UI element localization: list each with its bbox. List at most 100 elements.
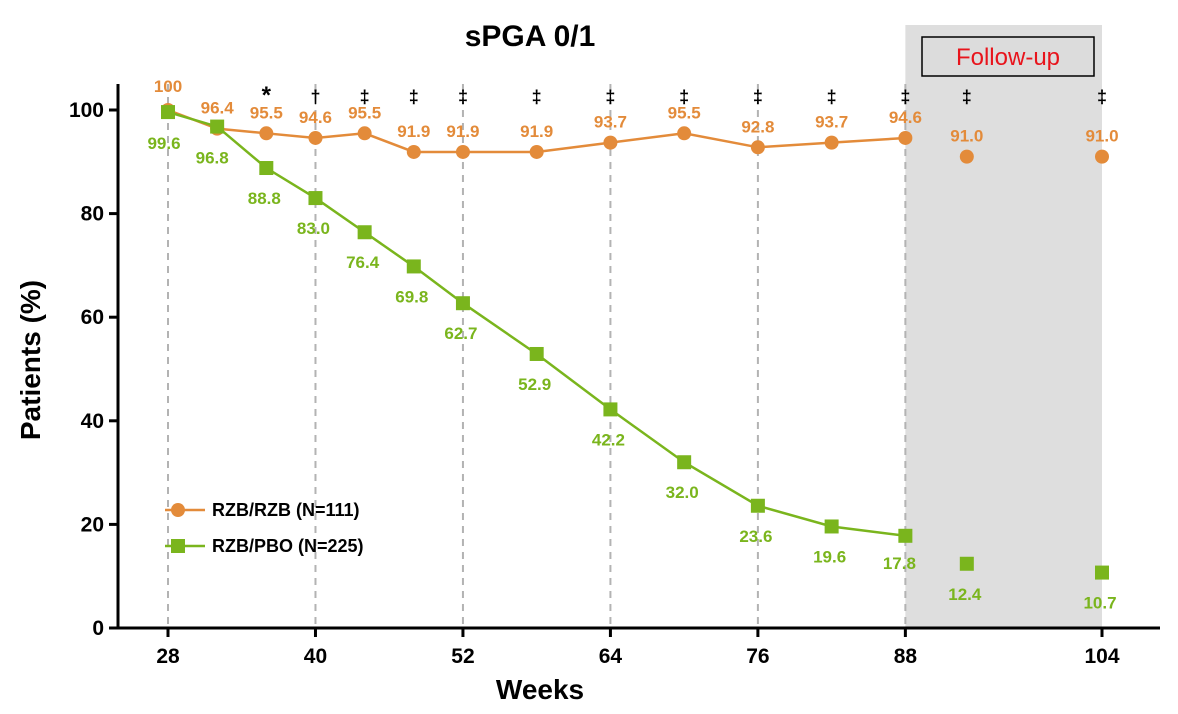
significance-mark-36: * <box>262 82 272 109</box>
rzb-rzb-data-label-64: 93.7 <box>594 113 627 132</box>
rzb-rzb-point-40 <box>308 130 323 145</box>
rzb-pbo-point-36 <box>259 161 274 176</box>
rzb-rzb-data-label-32: 96.4 <box>201 99 235 118</box>
followup-label-box: Follow-up <box>921 36 1095 77</box>
significance-mark-52: ‡ <box>458 87 468 107</box>
y-tick-label-80: 80 <box>81 203 104 226</box>
rzb-rzb-point-76 <box>750 140 765 155</box>
rzb-rzb-point-104 <box>1095 149 1109 164</box>
rzb-rzb-data-label-44: 95.5 <box>348 103 381 122</box>
rzb-pbo-point-48 <box>406 259 421 274</box>
rzb-rzb-point-88 <box>898 130 913 145</box>
followup-shaded-region <box>905 25 1102 628</box>
significance-mark-64: ‡ <box>605 87 615 107</box>
rzb-pbo-point-70 <box>677 455 692 470</box>
rzb-pbo-data-label-32: 96.8 <box>196 149 229 168</box>
rzb-pbo-point-40 <box>308 191 323 206</box>
x-tick-label-76: 76 <box>746 645 769 668</box>
significance-mark-88: ‡ <box>900 87 910 107</box>
data-labels: 100 96.4 95.5 94.6 95.5 91.9 91.9 91.9 93.7 95.5 9… <box>147 77 1118 613</box>
y-tick-label-40: 40 <box>81 410 104 433</box>
rzb-pbo-data-label-76: 23.6 <box>739 527 772 546</box>
rzb-pbo-point-32 <box>210 119 225 134</box>
rzb-pbo-point-82 <box>824 519 839 534</box>
y-tick-label-0: 0 <box>92 617 104 640</box>
x-tick-label-104: 104 <box>1084 645 1119 668</box>
rzb-pbo-line <box>167 110 906 538</box>
x-tick-label-88: 88 <box>894 645 918 668</box>
rzb-rzb-data-label-82: 93.7 <box>815 113 848 132</box>
rzb-rzb-point-64 <box>603 135 618 150</box>
rzb-rzb-point-58 <box>529 144 544 159</box>
legend: RZB/RZB (N=111) RZB/PBO (N=225) <box>165 500 364 556</box>
rzb-pbo-point-44 <box>357 225 372 240</box>
chart-title: sPGA 0/1 <box>465 20 596 53</box>
significance-mark-76: ‡ <box>753 87 763 107</box>
rzb-pbo-point-64 <box>603 402 618 417</box>
rzb-pbo-data-label-64: 42.2 <box>592 430 625 449</box>
rzb-pbo-point-28 <box>161 105 175 120</box>
x-tick-label-28: 28 <box>156 645 180 668</box>
rzb-pbo-data-label-104: 10.7 <box>1083 594 1116 613</box>
rzb-rzb-point-82 <box>824 135 839 150</box>
rzb-rzb-data-label-104: 91.0 <box>1085 127 1118 146</box>
rzb-rzb-point-70 <box>677 126 692 141</box>
legend-rzb-pbo-label: RZB/PBO (N=225) <box>212 536 364 556</box>
rzb-rzb-point-52 <box>455 144 470 159</box>
x-tick-label-40: 40 <box>304 645 327 668</box>
rzb-rzb-point-44 <box>357 126 372 141</box>
rzb-pbo-data-label-36: 88.8 <box>248 189 281 208</box>
rzb-rzb-data-label-76: 92.8 <box>741 117 774 136</box>
rzb-pbo-data-label-40: 83.0 <box>297 219 330 238</box>
significance-mark-58: ‡ <box>532 87 542 107</box>
significance-mark-93: ‡ <box>962 87 972 107</box>
rzb-rzb-data-label-40: 94.6 <box>299 108 332 127</box>
significance-mark-82: ‡ <box>827 87 837 107</box>
legend-rzb-pbo-marker <box>171 539 185 553</box>
rzb-pbo-data-label-93: 12.4 <box>948 585 982 604</box>
y-tick-label-100: 100 <box>69 99 104 122</box>
significance-mark-40: † <box>310 87 320 107</box>
significance-marks: * † ‡ ‡ ‡ ‡ ‡ ‡ ‡ ‡ ‡ ‡ ‡ <box>262 82 1107 109</box>
significance-mark-48: ‡ <box>409 87 419 107</box>
rzb-rzb-data-label-88: 94.6 <box>889 108 922 127</box>
rzb-pbo-data-label-44: 76.4 <box>346 253 380 272</box>
rzb-pbo-data-label-82: 19.6 <box>813 547 846 566</box>
rzb-pbo-data-label-70: 32.0 <box>666 483 699 502</box>
y-tick-label-60: 60 <box>81 306 104 329</box>
followup-label: Follow-up <box>956 44 1060 71</box>
x-axis-title: Weeks <box>496 674 584 705</box>
rzb-rzb-data-label-48: 91.9 <box>397 122 430 141</box>
rzb-pbo-data-label-28: 99.6 <box>147 134 180 153</box>
rzb-pbo-point-104 <box>1095 565 1109 580</box>
rzb-pbo-data-label-48: 69.8 <box>395 287 428 306</box>
x-tick-label-52: 52 <box>451 645 474 668</box>
legend-rzb-rzb-label: RZB/RZB (N=111) <box>212 500 360 520</box>
rzb-rzb-data-label-93: 91.0 <box>950 127 983 146</box>
legend-rzb-rzb-marker <box>171 503 185 517</box>
rzb-pbo-point-52 <box>455 296 470 311</box>
significance-mark-70: ‡ <box>679 87 689 107</box>
axes: 0 20 40 60 80 100 28 40 52 64 76 88 104 <box>69 84 1160 668</box>
rzb-pbo-data-label-88: 17.8 <box>883 554 916 573</box>
significance-mark-104: ‡ <box>1097 87 1107 107</box>
rzb-rzb-data-label-28: 100 <box>154 77 182 96</box>
y-tick-label-20: 20 <box>81 513 104 536</box>
rzb-pbo-data-label-58: 52.9 <box>518 375 551 394</box>
rzb-pbo-data-label-52: 62.7 <box>444 324 477 343</box>
rzb-rzb-data-label-70: 95.5 <box>668 103 701 122</box>
significance-mark-44: ‡ <box>360 87 370 107</box>
rzb-rzb-point-48 <box>406 144 421 159</box>
rzb-pbo-point-58 <box>529 346 544 361</box>
rzb-pbo-point-88 <box>898 528 913 543</box>
rzb-rzb-data-label-36: 95.5 <box>250 103 283 122</box>
rzb-rzb-point-36 <box>259 126 274 141</box>
series-layer <box>161 103 1109 580</box>
rzb-rzb-data-label-58: 91.9 <box>520 122 553 141</box>
rzb-rzb-point-93 <box>959 149 974 164</box>
rzb-pbo-point-93 <box>959 556 974 571</box>
y-axis-title: Patients (%) <box>15 280 46 440</box>
rzb-rzb-data-label-52: 91.9 <box>446 122 479 141</box>
